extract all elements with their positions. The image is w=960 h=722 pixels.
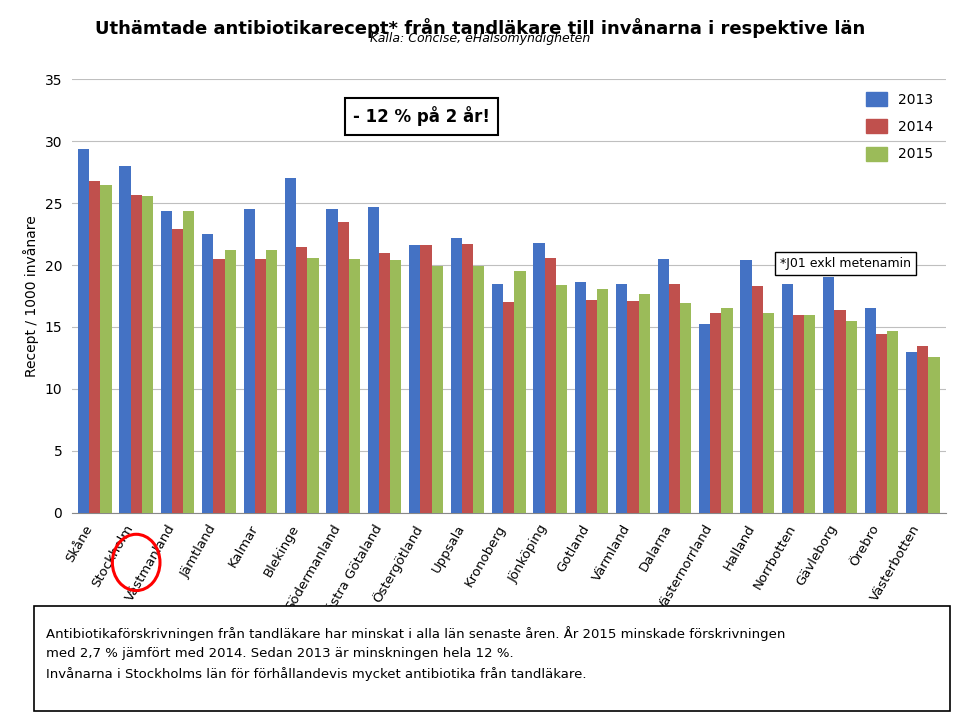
Bar <box>203 234 213 513</box>
Bar <box>804 315 815 513</box>
Bar <box>575 282 586 513</box>
Bar <box>348 259 360 513</box>
Bar <box>254 259 266 513</box>
Bar <box>865 308 876 513</box>
Bar <box>638 294 650 513</box>
Bar <box>89 181 101 513</box>
Bar <box>544 258 556 513</box>
Bar <box>740 260 752 513</box>
Bar <box>515 271 525 513</box>
Bar <box>876 334 887 513</box>
Bar <box>161 211 172 513</box>
Text: Uthämtade antibiotikarecept* från tandläkare till invånarna i respektive län: Uthämtade antibiotikarecept* från tandlä… <box>95 18 865 38</box>
Bar <box>307 258 319 513</box>
Bar <box>793 315 804 513</box>
Bar <box>285 178 297 513</box>
Bar <box>379 253 390 513</box>
Bar <box>887 331 899 513</box>
Bar <box>781 284 793 513</box>
Bar <box>368 207 379 513</box>
Bar <box>183 211 194 513</box>
Bar <box>917 346 928 513</box>
Bar <box>534 243 544 513</box>
Bar <box>78 149 89 513</box>
Bar <box>834 310 846 513</box>
Bar <box>658 259 669 513</box>
Bar <box>225 251 236 513</box>
Bar <box>462 244 473 513</box>
Bar <box>721 308 732 513</box>
Y-axis label: Recept / 1000 invånare: Recept / 1000 invånare <box>23 215 39 377</box>
Bar <box>172 229 183 513</box>
Bar <box>669 284 680 513</box>
Bar <box>432 266 443 513</box>
Bar <box>616 284 628 513</box>
Bar <box>131 194 142 513</box>
Bar <box>266 251 277 513</box>
FancyBboxPatch shape <box>34 606 950 711</box>
Bar <box>326 209 338 513</box>
Bar <box>119 166 131 513</box>
Bar <box>390 260 401 513</box>
Text: Källa: Concise, eHälsomyndigheten: Källa: Concise, eHälsomyndigheten <box>370 32 590 45</box>
Bar <box>420 245 432 513</box>
Bar <box>586 300 597 513</box>
Bar <box>503 303 515 513</box>
Bar <box>763 313 774 513</box>
Bar <box>846 321 856 513</box>
Bar <box>473 266 484 513</box>
Bar <box>244 209 254 513</box>
Bar <box>142 196 153 513</box>
Bar <box>597 289 609 513</box>
Bar <box>297 246 307 513</box>
Bar <box>906 352 917 513</box>
Text: *J01 exkl metenamin: *J01 exkl metenamin <box>780 257 911 270</box>
Bar <box>824 277 834 513</box>
Bar <box>492 284 503 513</box>
Bar <box>928 357 940 513</box>
Bar <box>450 238 462 513</box>
Bar <box>680 303 691 513</box>
Legend: 2013, 2014, 2015: 2013, 2014, 2015 <box>860 87 939 167</box>
Bar <box>213 259 225 513</box>
Text: - 12 % på 2 år!: - 12 % på 2 år! <box>353 106 490 126</box>
Bar <box>628 301 638 513</box>
Bar <box>101 185 111 513</box>
Bar <box>338 222 348 513</box>
Bar <box>752 286 763 513</box>
Bar <box>710 313 721 513</box>
Bar <box>699 324 710 513</box>
Text: Antibiotikaförskrivningen från tandläkare har minskat i alla län senaste åren. Å: Antibiotikaförskrivningen från tandläkar… <box>45 626 785 682</box>
Bar <box>409 245 420 513</box>
Bar <box>556 285 567 513</box>
